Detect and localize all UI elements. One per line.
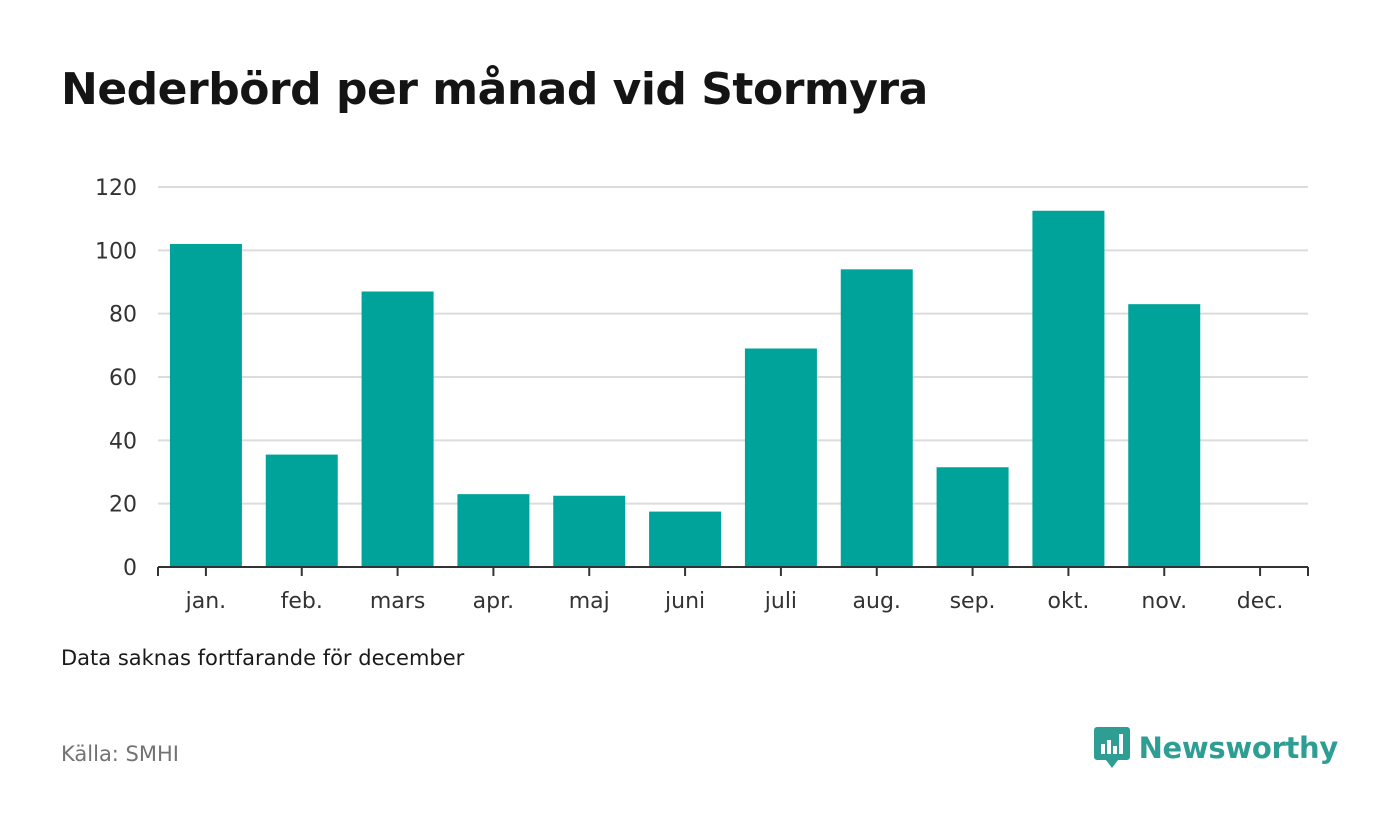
x-tick-label: okt. (1048, 589, 1090, 614)
bars (169, 210, 1201, 567)
bar-aug (840, 269, 913, 567)
x-tick-label: apr. (473, 589, 514, 614)
x-tick-label: nov. (1141, 589, 1187, 614)
gridlines (158, 186, 1308, 505)
x-tick-label: juli (764, 589, 797, 614)
bar-jan (169, 244, 242, 567)
y-tick-label: 60 (109, 366, 137, 391)
bar-juni (649, 511, 722, 567)
bar-mars (361, 291, 434, 567)
chart-title: Nederbörd per månad vid Stormyra (61, 64, 928, 115)
bar-juli (744, 348, 817, 567)
x-tick-label: aug. (853, 589, 901, 614)
brand-name: Newsworthy (1138, 731, 1339, 765)
y-tick-label: 100 (95, 239, 137, 264)
x-axis (157, 566, 1309, 576)
y-axis-tick-labels: 0 20 40 60 80 100 120 (95, 176, 137, 581)
bar-sep (936, 467, 1009, 567)
bar-maj (553, 495, 626, 567)
x-tick-label: mars (370, 589, 425, 614)
x-tick-label: jan. (185, 589, 227, 614)
x-tick-label: dec. (1237, 589, 1284, 614)
bar-apr (457, 494, 530, 567)
missing-data-note: Data saknas fortfarande för december (61, 646, 465, 670)
y-tick-label: 20 (109, 493, 137, 518)
y-tick-label: 120 (95, 176, 137, 201)
newsworthy-logo: Newsworthy (1093, 727, 1339, 769)
x-tick-label: feb. (281, 589, 323, 614)
y-tick-label: 0 (123, 556, 137, 581)
x-tick-label: sep. (950, 589, 996, 614)
bar-okt (1032, 210, 1105, 567)
bar-feb (265, 454, 338, 567)
bar-nov (1128, 304, 1201, 567)
newsworthy-logo-icon (1093, 727, 1130, 768)
x-tick-label: juni (664, 589, 705, 614)
x-axis-tick-labels: jan. feb. mars apr. maj juni juli aug. sep. okt. n… (185, 589, 1284, 614)
y-tick-label: 40 (109, 429, 137, 454)
source-credit: Källa: SMHI (61, 742, 179, 766)
y-tick-label: 80 (109, 303, 137, 328)
x-tick-label: maj (569, 589, 610, 614)
